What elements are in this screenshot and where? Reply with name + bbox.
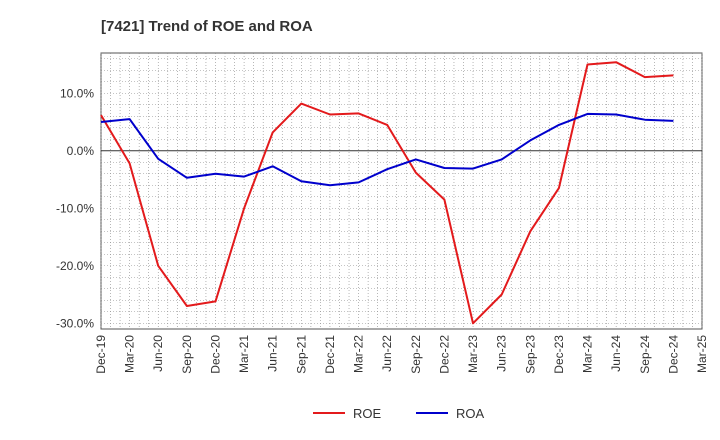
x-tick-label: Jun-21 [266,335,280,372]
x-tick-label: Mar-20 [123,335,137,373]
x-tick-label: Jun-23 [495,335,509,372]
x-tick-label: Jun-24 [609,335,623,372]
plot-area [100,52,703,330]
series-line-roa [100,112,674,187]
x-tick-label: Dec-20 [208,335,222,374]
x-axis: Dec-19 Mar-20 Jun-20 Sep-20 Dec-20 Mar-21 Jun-… [94,335,709,374]
chart-title: [7421] Trend of ROE and ROA [101,18,313,35]
x-tick-label: Mar-22 [352,335,366,373]
y-tick-label: 0.0% [67,144,95,158]
x-tick-label: Sep-23 [523,335,537,374]
gridlines [100,53,703,329]
series-group [100,61,674,325]
x-tick-label: Sep-21 [294,335,308,374]
x-tick-label: Sep-22 [409,335,423,374]
y-tick-label: 10.0% [60,86,94,100]
x-tick-label: Jun-20 [151,335,165,372]
x-tick-label: Dec-23 [552,335,566,374]
x-tick-label: Dec-22 [437,335,451,374]
x-tick-label: Dec-21 [323,335,337,374]
x-tick-label: Dec-19 [94,335,108,374]
y-axis: 10.0% 0.0% -10.0% -20.0% -30.0% [56,86,94,330]
legend-roe-label: ROE [353,406,382,421]
x-tick-label: Sep-24 [638,335,652,374]
x-tick-label: Mar-24 [581,335,595,373]
legend: ROE ROA [313,406,485,421]
x-tick-label: Mar-21 [237,335,251,373]
x-tick-label: Sep-20 [180,335,194,374]
y-tick-label: -10.0% [56,201,94,215]
x-tick-label: Dec-24 [666,335,680,374]
series-line-roe [100,61,674,325]
x-tick-label: Jun-22 [380,335,394,372]
x-tick-label: Mar-23 [466,335,480,373]
y-tick-label: -20.0% [56,259,94,273]
x-tick-label: Mar-25 [695,335,709,373]
y-tick-label: -30.0% [56,316,94,330]
legend-roa-label: ROA [456,406,485,421]
